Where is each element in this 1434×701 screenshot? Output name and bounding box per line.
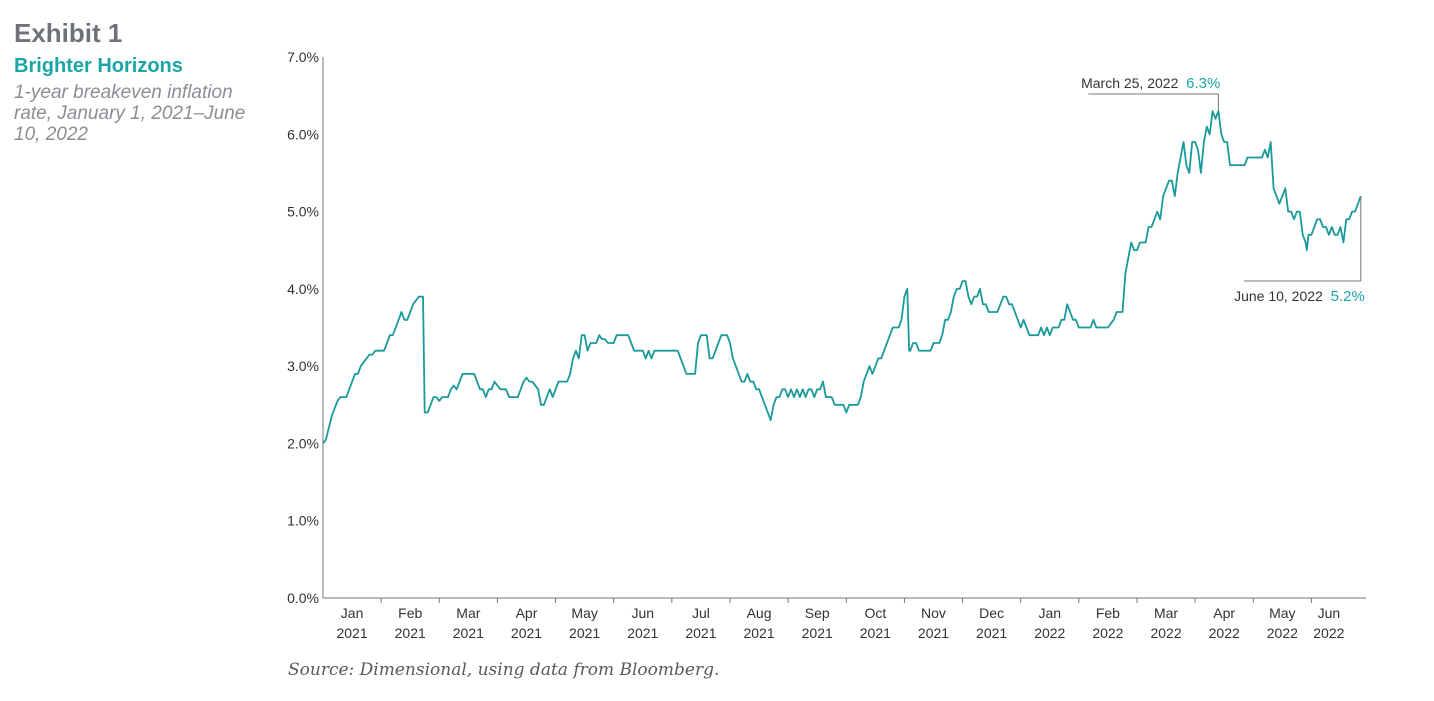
x-tick-label-year: 2022: [1209, 625, 1240, 641]
x-tick-label-year: 2021: [569, 625, 600, 641]
y-tick-label: 4.0%: [287, 281, 319, 297]
x-tick-label-month: Mar: [1154, 605, 1178, 621]
x-tick-label-year: 2022: [1092, 625, 1123, 641]
x-tick-label-year: 2021: [860, 625, 891, 641]
exhibit-label: Exhibit 1: [14, 18, 123, 48]
annotation-value: 5.2%: [1331, 288, 1365, 305]
x-tick-label-year: 2021: [976, 625, 1007, 641]
x-tick-label-month: Aug: [747, 605, 772, 621]
x-tick-label-year: 2021: [336, 625, 367, 641]
series-line: [322, 110, 1362, 444]
annotation-date: March 25, 2022: [1081, 75, 1178, 91]
y-tick-label: 3.0%: [287, 358, 319, 374]
source-note: Source: Dimensional, using data from Blo…: [288, 660, 720, 680]
x-tick-label-year: 2021: [802, 625, 833, 641]
x-tick-label-month: Jul: [692, 605, 710, 621]
x-tick-label-month: Mar: [456, 605, 480, 621]
y-tick-label: 5.0%: [287, 204, 319, 220]
x-tick-label-year: 2021: [511, 625, 542, 641]
x-tick-label-year: 2021: [918, 625, 949, 641]
x-tick-label-year: 2022: [1150, 625, 1181, 641]
x-tick-label-year: 2022: [1034, 625, 1065, 641]
x-tick-label-month: May: [1269, 605, 1295, 621]
x-tick-label-year: 2021: [453, 625, 484, 641]
x-tick-label-year: 2021: [743, 625, 774, 641]
annotation-value: 6.3%: [1186, 75, 1220, 92]
y-tick-label: 7.0%: [287, 49, 319, 65]
x-tick-label-month: Jan: [341, 605, 364, 621]
chart-subtitle: 1-year breakeven inflation rate, January…: [14, 82, 246, 145]
x-tick-label-month: Dec: [979, 605, 1004, 621]
x-tick-label-month: Jan: [1038, 605, 1061, 621]
x-tick-label-month: May: [571, 605, 597, 621]
annotation-date: June 10, 2022: [1234, 288, 1323, 304]
x-tick-label-year: 2022: [1313, 625, 1344, 641]
y-tick-label: 1.0%: [287, 513, 319, 529]
x-tick-label-year: 2021: [685, 625, 716, 641]
y-tick-label: 0.0%: [287, 590, 319, 606]
x-tick-label-month: Feb: [1096, 605, 1120, 621]
x-tick-label-month: Oct: [864, 605, 886, 621]
x-tick-label-year: 2021: [395, 625, 426, 641]
y-tick-label: 2.0%: [287, 435, 319, 451]
x-tick-label-month: Sep: [805, 605, 830, 621]
x-tick-label-month: Jun: [631, 605, 654, 621]
x-tick-label-year: 2021: [627, 625, 658, 641]
x-tick-label-month: Apr: [516, 605, 538, 621]
x-tick-label-year: 2022: [1267, 625, 1298, 641]
x-tick-label-month: Jun: [1318, 605, 1341, 621]
y-tick-label: 6.0%: [287, 126, 319, 142]
x-tick-label-month: Nov: [921, 605, 946, 621]
x-tick-label-month: Apr: [1213, 605, 1235, 621]
x-tick-label-month: Feb: [398, 605, 422, 621]
chart-title: Brighter Horizons: [14, 55, 183, 77]
